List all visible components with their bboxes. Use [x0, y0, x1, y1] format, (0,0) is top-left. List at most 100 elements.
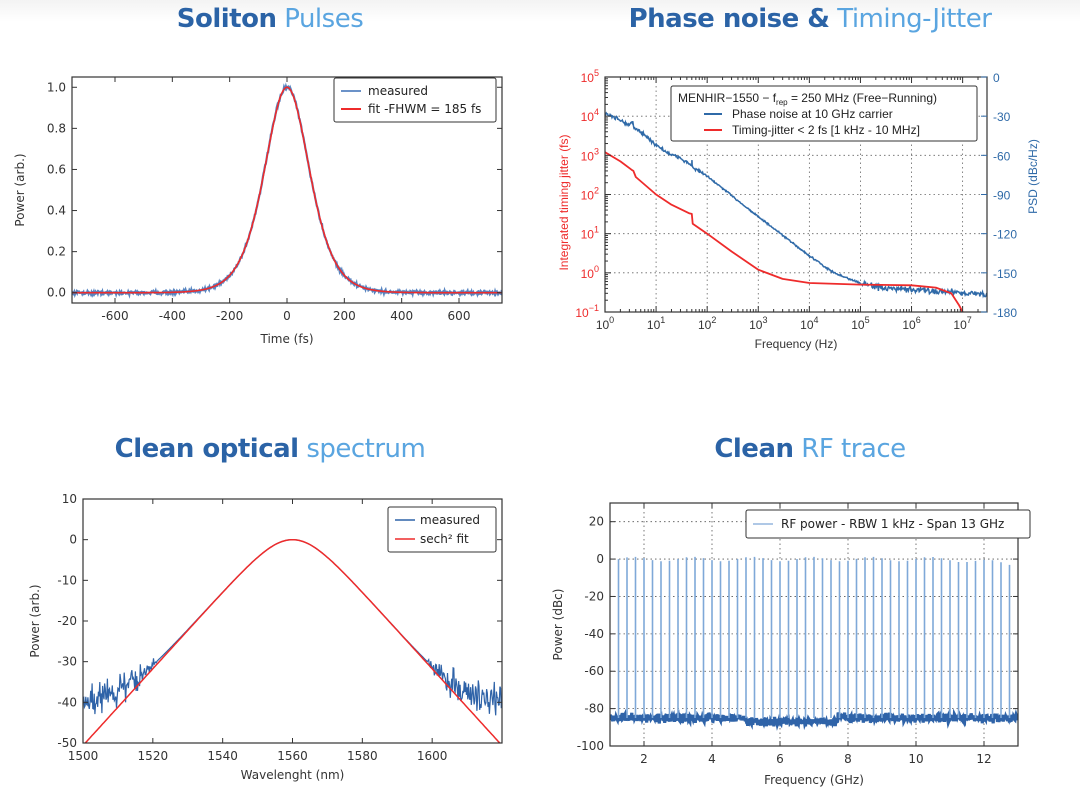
tick-base: 10 [581, 267, 595, 281]
tick-exponent: 6 [916, 315, 921, 325]
tick-exponent: 4 [814, 315, 819, 325]
y-tick-label-right: 0 [993, 71, 1000, 85]
y-tick-label: -100 [577, 739, 604, 753]
tick-base: 10 [902, 318, 916, 332]
tick-base: 10 [851, 318, 865, 332]
y-tick-label: -80 [584, 702, 604, 716]
legend-title-sub: rep [776, 98, 788, 107]
y-axis-label: Power (dBc) [551, 589, 565, 661]
title-optical-spectrum: Clean optical spectrum [0, 434, 540, 464]
y-tick-label: -40 [584, 627, 604, 641]
tick-base: 10 [575, 306, 589, 320]
tick-exponent: 5 [594, 68, 599, 78]
tick-base: 10 [596, 318, 610, 332]
y-tick-label-left: 105 [581, 68, 599, 85]
y-tick-label: -10 [57, 573, 77, 587]
x-axis-label: Frequency (GHz) [764, 773, 864, 787]
tick-exponent: 5 [865, 315, 870, 325]
tick-exponent: 2 [711, 315, 716, 325]
x-tick-label: 400 [390, 309, 413, 323]
y-tick-label: 10 [62, 492, 77, 506]
x-tick-label: 107 [953, 315, 971, 332]
tick-exponent: 0 [594, 264, 599, 274]
tick-base: 10 [581, 149, 595, 163]
legend: MENHIR−1550 − frep = 250 MHz (Free−Runni… [670, 85, 978, 142]
legend-box [333, 77, 497, 123]
x-tick-label: 101 [647, 315, 665, 332]
legend-box [387, 506, 497, 553]
y-tick-label: -20 [584, 589, 604, 603]
title-rf-trace: Clean RF trace [540, 434, 1080, 464]
x-tick-label: 10 [908, 752, 923, 766]
legend-label-phase-noise: Phase noise at 10 GHz carrier [732, 107, 893, 121]
y-tick-label: -60 [584, 664, 604, 678]
x-tick-label: 200 [333, 309, 356, 323]
tick-base: 10 [581, 189, 595, 203]
y-axis-label: Power (arb.) [13, 153, 27, 226]
y-tick-label: 0.2 [47, 245, 66, 259]
title-strong: Soliton [176, 4, 277, 34]
title-light: Pulses [284, 4, 364, 34]
tick-base: 10 [698, 318, 712, 332]
x-tick-label: 1500 [68, 749, 99, 763]
x-tick-label: 103 [749, 315, 767, 332]
legend: measured fit -FHWM = 185 fs [333, 77, 497, 123]
plot-frame [609, 502, 1019, 747]
tick-base: 10 [749, 318, 763, 332]
x-tick-label: 100 [596, 315, 614, 332]
legend-label-measured: measured [368, 84, 428, 98]
x-tick-label: 12 [976, 752, 991, 766]
tick-base: 10 [581, 71, 595, 85]
x-tick-label: 600 [448, 309, 471, 323]
series-line-measured [83, 539, 502, 716]
x-tick-label: 104 [800, 315, 818, 332]
x-tick-label: 1560 [277, 749, 308, 763]
tick-base: 10 [800, 318, 814, 332]
y-tick-label-right: -180 [993, 306, 1017, 320]
x-tick-label: 102 [698, 315, 716, 332]
y-tick-label: 1.0 [47, 80, 66, 94]
legend: measured sech² fit [387, 506, 497, 553]
legend-label-measured: measured [420, 513, 480, 527]
x-tick-label: 0 [283, 309, 291, 323]
title-light: RF trace [801, 434, 906, 464]
y-tick-label: 0 [596, 552, 604, 566]
x-tick-label: -400 [159, 309, 186, 323]
y-tick-label: 20 [589, 515, 604, 529]
y-tick-label-left: 101 [581, 225, 599, 242]
soliton-pulse-chart: -600 -400 -200 0 200 400 600 0.0 0.2 0.4 0.6 0.8 1.0… [13, 76, 503, 346]
series-line-sech2-fit [84, 538, 501, 743]
y-tick-label: -30 [57, 655, 77, 669]
tick-exponent: 0 [609, 315, 614, 325]
x-tick-label: -600 [101, 309, 128, 323]
x-tick-label: 1520 [138, 749, 169, 763]
x-tick-label: 6 [776, 752, 784, 766]
tick-base: 10 [647, 318, 661, 332]
legend-title-main: MENHIR−1550 − f [678, 91, 777, 105]
tick-base: 10 [581, 228, 595, 242]
tick-exponent: 7 [967, 315, 972, 325]
y-axis-label-left: Integrated timing jitter (fs) [557, 134, 571, 270]
y-tick-label-left: 10−1 [575, 303, 599, 320]
title-light: Timing-Jitter [837, 4, 992, 34]
y-tick-label: 0.6 [47, 162, 66, 176]
y-tick-label: 0.4 [47, 204, 66, 218]
y-tick-label-right: -120 [993, 228, 1017, 242]
y-tick-label: 0.0 [47, 286, 66, 300]
tick-exponent: 4 [594, 107, 599, 117]
y-tick-label: -20 [57, 614, 77, 628]
legend-label-rf-power: RF power - RBW 1 kHz - Span 13 GHz [781, 517, 1004, 531]
legend-box [745, 509, 1031, 539]
x-tick-label: -200 [216, 309, 243, 323]
x-tick-label: 8 [844, 752, 852, 766]
y-tick-label-left: 103 [581, 146, 599, 163]
x-tick-label: 106 [902, 315, 920, 332]
rf-trace-chart: 2 4 6 8 10 12 20 0 -20 -40 -60 -80 -100 Frequency (G… [551, 502, 1031, 787]
tick-base: 10 [953, 318, 967, 332]
phase-noise-chart: 100 101 102 103 104 105 106 10710−1100101102103… [557, 68, 1040, 351]
series-line-phase-noise [605, 111, 987, 299]
y-tick-label: -50 [57, 736, 77, 750]
y-axis-label-right: PSD (dBc/Hz) [1026, 139, 1040, 214]
title-light: spectrum [306, 434, 426, 464]
y-tick-label-right: -150 [993, 267, 1017, 281]
